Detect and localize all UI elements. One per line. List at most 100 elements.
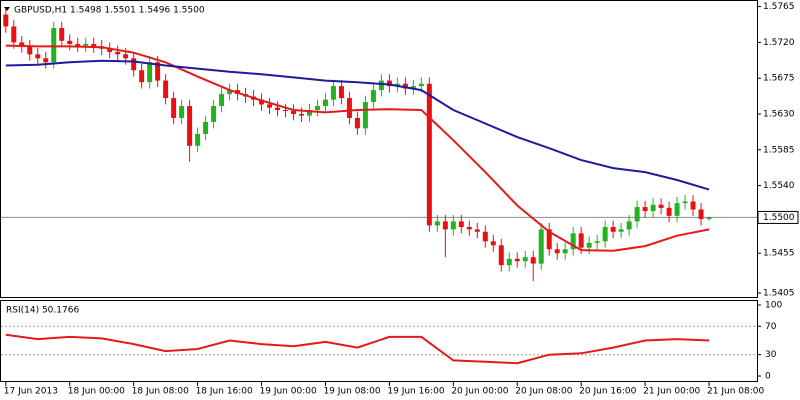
candle-body bbox=[634, 207, 640, 222]
line bbox=[5, 59, 710, 191]
candle-body bbox=[386, 80, 392, 87]
candle-body bbox=[27, 46, 33, 55]
candle-body bbox=[578, 233, 584, 248]
candle-body bbox=[586, 242, 592, 248]
candle-body bbox=[131, 58, 137, 71]
candle-body bbox=[203, 121, 209, 134]
x-tick-label: 18 Jun 00:00 bbox=[68, 387, 125, 397]
candle-body bbox=[562, 249, 568, 254]
chart-title: GBPUSD,H1 1.5498 1.5501 1.5496 1.5500 bbox=[14, 6, 205, 16]
candle-body bbox=[11, 26, 17, 43]
main-panel bbox=[0, 0, 758, 298]
candle-body bbox=[227, 90, 233, 95]
y-tick-label: 0 bbox=[765, 372, 771, 382]
x-tick-label: 17 Jun 2013 bbox=[4, 387, 58, 397]
candle-body bbox=[690, 201, 696, 210]
candle-body bbox=[458, 221, 464, 227]
candle-body bbox=[546, 229, 552, 250]
candle-body bbox=[474, 229, 480, 232]
candle-body bbox=[219, 94, 225, 107]
y-tick-label: 1.5585 bbox=[763, 145, 795, 155]
y-tick-label: 1.5765 bbox=[763, 2, 795, 12]
rsi-title: RSI(14) 50.1766 bbox=[6, 306, 79, 316]
candle-body bbox=[187, 106, 193, 146]
candle-body bbox=[570, 233, 576, 250]
y-tick-label: 100 bbox=[765, 301, 782, 311]
candle-body bbox=[155, 62, 161, 81]
candle-body bbox=[466, 226, 472, 230]
candle-body bbox=[410, 86, 416, 89]
candle-body bbox=[67, 40, 73, 44]
x-tick-label: 21 Jun 00:00 bbox=[643, 387, 700, 397]
candle-body bbox=[298, 113, 304, 116]
candle-body bbox=[522, 257, 528, 262]
candle-body bbox=[626, 221, 632, 230]
candle-body bbox=[498, 245, 504, 266]
price-label: 1.5500 bbox=[763, 213, 795, 223]
candle-body bbox=[195, 133, 201, 146]
candle-body bbox=[362, 102, 368, 129]
y-tick-label: 1.5455 bbox=[763, 249, 795, 259]
x-tick-label: 19 Jun 08:00 bbox=[323, 387, 380, 397]
candle-body bbox=[530, 257, 536, 264]
line bbox=[5, 333, 710, 365]
candle-body bbox=[163, 80, 169, 99]
y-tick-label: 1.5405 bbox=[763, 289, 795, 299]
x-tick-label: 19 Jun 16:00 bbox=[387, 387, 444, 397]
candle-body bbox=[338, 86, 344, 99]
y-tick-label: 1.5540 bbox=[763, 181, 795, 191]
candle-body bbox=[442, 221, 448, 230]
candle-body bbox=[322, 99, 328, 107]
candle-body bbox=[706, 217, 712, 220]
x-tick-label: 21 Jun 08:00 bbox=[707, 387, 764, 397]
candle-body bbox=[19, 42, 25, 47]
line bbox=[5, 44, 710, 252]
candle-body bbox=[314, 106, 320, 111]
candle-body bbox=[674, 203, 680, 216]
y-tick-label: 1.5675 bbox=[763, 74, 795, 84]
candle-body bbox=[139, 70, 145, 83]
candle-body bbox=[123, 54, 129, 59]
candle-body bbox=[426, 83, 432, 226]
candle-body bbox=[490, 241, 496, 246]
y-tick-label: 1.5720 bbox=[763, 38, 795, 48]
candle-body bbox=[594, 241, 600, 243]
candle-body bbox=[370, 90, 376, 103]
x-tick-label: 19 Jun 00:00 bbox=[260, 387, 317, 397]
candle-body bbox=[91, 43, 97, 47]
candle-body bbox=[115, 51, 121, 55]
candle-body bbox=[602, 226, 608, 242]
candle-body bbox=[682, 201, 688, 204]
candle-body bbox=[267, 104, 273, 108]
candle-body bbox=[506, 258, 512, 266]
candle-body bbox=[418, 83, 424, 87]
menu-arrow[interactable] bbox=[4, 7, 10, 11]
candle-body bbox=[275, 107, 281, 111]
candle-body bbox=[290, 110, 296, 114]
candle-body bbox=[107, 48, 113, 52]
candle-body bbox=[378, 80, 384, 91]
candle-body bbox=[514, 258, 520, 262]
candle-body bbox=[51, 28, 57, 63]
candle-body bbox=[482, 231, 488, 242]
x-tick-label: 18 Jun 08:00 bbox=[132, 387, 189, 397]
candle-body bbox=[650, 204, 656, 212]
x-tick-label: 20 Jun 16:00 bbox=[579, 387, 636, 397]
candle-body bbox=[642, 207, 648, 212]
candle-body bbox=[3, 14, 9, 27]
candle-body bbox=[59, 28, 65, 41]
candle-body bbox=[538, 229, 544, 264]
candle-body bbox=[658, 204, 664, 208]
candle-body bbox=[171, 98, 177, 118]
candle-body bbox=[35, 54, 41, 59]
candle-body bbox=[75, 43, 81, 46]
candle-body bbox=[83, 43, 89, 46]
candle-body bbox=[147, 62, 153, 83]
x-tick-label: 20 Jun 08:00 bbox=[515, 387, 572, 397]
candle-body bbox=[306, 110, 312, 116]
candle-body bbox=[434, 221, 440, 226]
candle-body bbox=[211, 106, 217, 122]
candle-body bbox=[179, 106, 185, 118]
